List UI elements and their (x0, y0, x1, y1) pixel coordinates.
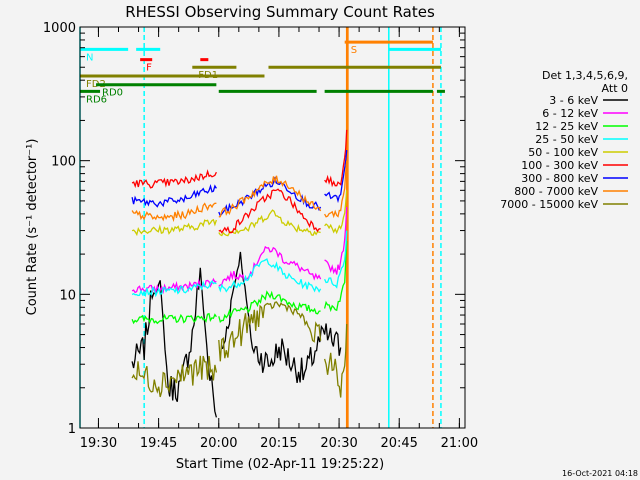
series-25-50-kev-segment-1 (218, 258, 322, 293)
series-100-300-kev-segment-0 (131, 169, 217, 189)
series-300-800-kev (131, 150, 348, 217)
x-tick-label: 21:00 (441, 436, 478, 451)
legend-label: 7000 - 15000 keV (500, 198, 598, 211)
legend-label: 50 - 100 keV (528, 146, 598, 159)
x-axis-label: Start Time (02-Apr-11 19:25:22) (176, 457, 384, 472)
x-tick-label: 20:45 (380, 436, 417, 451)
series-7000-15000-kev-segment-0 (131, 355, 218, 398)
series-50-100-kev-segment-0 (131, 218, 218, 237)
x-tick-label: 19:45 (140, 436, 177, 451)
series-7000-15000-kev (131, 301, 348, 398)
series-6-12-kev-segment-1 (218, 245, 322, 287)
series-3-6-kev-segment-1 (221, 251, 342, 383)
series-6-12-kev-segment-2 (324, 206, 348, 275)
state-bar-fd2: FD2 (80, 74, 265, 90)
series-50-100-kev-segment-1 (218, 209, 321, 237)
state-label-rd0: RD0 (102, 88, 123, 99)
footer-timestamp: 16-Oct-2021 04:18 (562, 469, 638, 478)
series-25-50-kev-segment-2 (324, 230, 348, 289)
series-50-100-kev-segment-2 (324, 190, 348, 235)
y-axis-label: Count Rate (s⁻¹ detector⁻¹) (25, 139, 40, 316)
legend-label: 3 - 6 keV (549, 94, 598, 107)
legend-title-line: Att 0 (602, 82, 628, 95)
series-800-7000-kev-segment-1 (218, 175, 322, 218)
state-bar-n: N (80, 47, 441, 63)
legend-label: 6 - 12 keV (542, 107, 598, 120)
series-100-300-kev-segment-1 (218, 188, 321, 234)
y-tick-label: 10 (59, 288, 76, 303)
state-label-n: N (86, 52, 93, 63)
series-3-6-kev (131, 251, 342, 418)
series-12-25-kev-segment-1 (218, 290, 321, 324)
y-tick-label: 100 (51, 155, 76, 170)
legend-label: 800 - 7000 keV (514, 185, 598, 198)
legend-item-7000-15000-kev: 7000 - 15000 keV (500, 198, 628, 211)
legend-item-50-100-kev: 50 - 100 keV (528, 146, 628, 159)
x-tick-label: 19:30 (80, 436, 117, 451)
legend-label: 25 - 50 keV (535, 133, 598, 146)
series-12-25-kev-segment-0 (131, 312, 217, 325)
series-800-7000-kev (131, 160, 348, 223)
legend-item-800-7000-kev: 800 - 7000 keV (514, 185, 628, 198)
series-7000-15000-kev-segment-2 (323, 323, 348, 398)
series-25-50-kev-segment-0 (131, 280, 217, 298)
state-label-f: F (146, 63, 152, 74)
state-bar-rd0: RD0 (96, 83, 217, 99)
state-bar-rd6: RD6 (80, 89, 445, 105)
legend-item-100-300-kev: 100 - 300 keV (521, 159, 628, 172)
state-label-rd6: RD6 (86, 94, 107, 105)
state-bar-f: F (140, 58, 209, 74)
legend-item-3-6-kev: 3 - 6 keV (549, 94, 628, 107)
legend-item-6-12-kev: 6 - 12 keV (542, 107, 628, 120)
legend-label: 12 - 25 keV (535, 120, 598, 133)
series-800-7000-kev-segment-0 (131, 202, 217, 223)
series-300-800-kev-segment-0 (131, 183, 217, 208)
x-tick-label: 20:15 (260, 436, 297, 451)
plot-frame (79, 26, 466, 429)
state-bar-fd1: FD1 (192, 65, 441, 81)
series-6-12-kev (131, 206, 348, 295)
legend-item-300-800-kev: 300 - 800 keV (521, 172, 628, 185)
state-bar-s: S (344, 40, 433, 56)
chart-title: RHESSI Observing Summary Count Rates (125, 3, 435, 21)
legend-label: 300 - 800 keV (521, 172, 598, 185)
series-300-800-kev-segment-2 (324, 150, 348, 204)
series-25-50-kev (131, 230, 348, 298)
state-label-s: S (351, 45, 357, 56)
x-tick-label: 20:00 (200, 436, 237, 451)
series-100-300-kev-segment-2 (324, 129, 348, 188)
y-tick-label: 1 (68, 422, 76, 437)
series-7000-15000-kev-segment-1 (218, 301, 322, 362)
state-label-fd2: FD2 (86, 79, 106, 90)
series-100-300-kev (131, 129, 348, 234)
legend-title-line: Det 1,3,4,5,6,9, (542, 69, 628, 82)
y-tick-label: 1000 (43, 21, 76, 36)
x-tick-label: 20:30 (320, 436, 357, 451)
legend-item-12-25-kev: 12 - 25 keV (535, 120, 628, 133)
legend-label: 100 - 300 keV (521, 159, 598, 172)
legend-item-25-50-kev: 25 - 50 keV (535, 133, 628, 146)
series-800-7000-kev-segment-2 (324, 160, 348, 219)
series-12-25-kev (131, 241, 348, 325)
series-12-25-kev-segment-2 (323, 241, 348, 313)
series-50-100-kev (131, 190, 348, 237)
